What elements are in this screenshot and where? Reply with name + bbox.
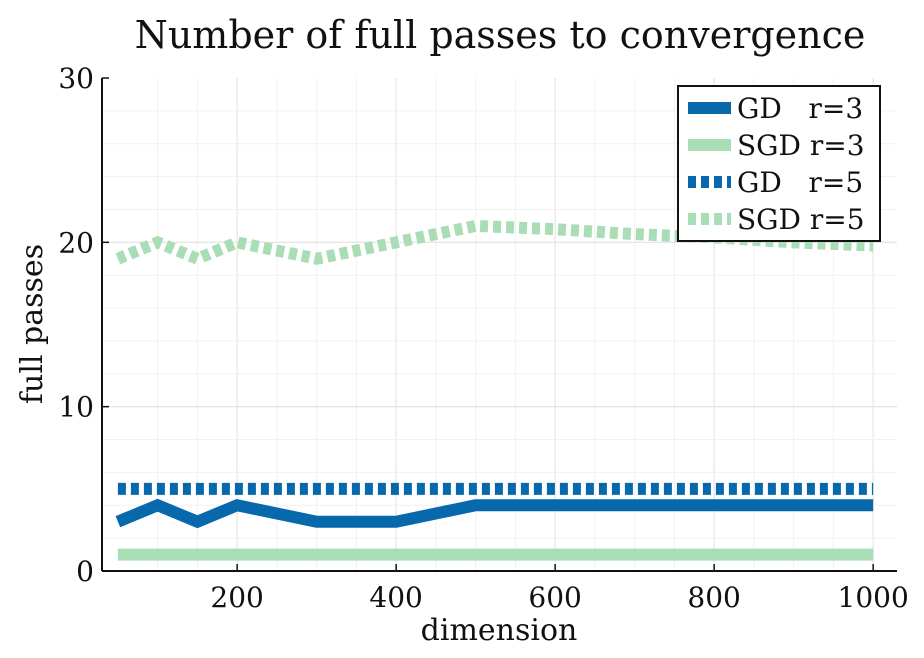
y-tick-label: 20 <box>58 226 94 259</box>
x-axis-label: dimension <box>421 613 578 648</box>
grid <box>102 78 897 571</box>
legend-label: SGD r=3 <box>737 129 865 162</box>
series-line-1 <box>115 498 874 529</box>
y-axis-label: full passes <box>15 244 50 404</box>
legend-label: GD r=5 <box>737 166 863 199</box>
legend-label: GD r=3 <box>737 92 863 125</box>
x-tick-label: 800 <box>687 581 740 614</box>
legend-label: SGD r=5 <box>737 203 865 236</box>
y-tick-label: 30 <box>58 62 94 95</box>
y-tick-label: 0 <box>76 555 94 588</box>
legend: GD r=3 SGD r=3 GD r=5 SGD r=5 <box>677 85 881 242</box>
tick-labels: 200 400 600 800 1000 0 10 20 30 <box>58 62 908 614</box>
y-tick-label: 10 <box>58 391 94 424</box>
axes <box>101 78 897 572</box>
chart-title: Number of full passes to convergence <box>135 13 866 57</box>
x-tick-label: 600 <box>528 581 581 614</box>
x-tick-label: 200 <box>210 581 263 614</box>
x-tick-label: 1000 <box>838 581 909 614</box>
x-tick-label: 400 <box>369 581 422 614</box>
